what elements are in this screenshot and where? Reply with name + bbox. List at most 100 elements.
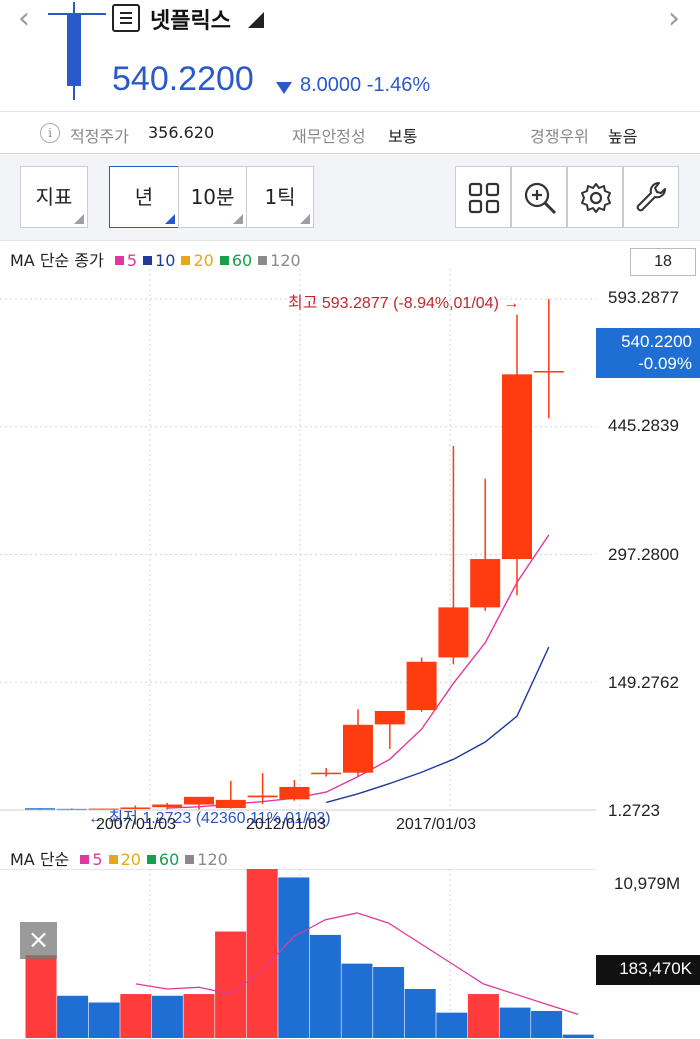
grid-icon [468,182,500,214]
layout-button[interactable] [455,166,511,228]
zoom-button[interactable] [511,166,567,228]
volume-bar [404,988,436,1038]
competitive-value: 높음 [608,127,638,146]
close-icon[interactable]: × [20,922,57,959]
candle-body [88,808,119,811]
volume-bar [183,994,215,1038]
info-bar: i 적정주가 356.620 재무안정성 보통 경쟁우위 높음 [0,112,700,154]
legend-label: 60 [231,251,253,270]
volume-bar [341,963,373,1038]
volume-bar [25,955,57,1038]
wrench-icon [636,182,666,212]
volume-bar [246,869,278,1038]
candle-body [502,374,532,560]
current-price-marker: 540.2200 -0.09% [596,328,700,378]
candle-body [438,607,469,658]
ma10-line [326,646,550,804]
change-amount: 8.0000 [300,74,362,96]
volume-bar [531,1010,563,1038]
candle-body [343,724,373,773]
legend-label: 5 [92,850,103,869]
volume-legend-prefix: MA 단순 [10,850,70,869]
stability-value: 보통 [388,127,418,146]
candle-body [374,710,405,725]
volume-bar [309,934,341,1038]
chevron-left-icon[interactable]: ‹ [18,1,30,36]
price-axis-label: 445.2839 [608,416,679,435]
volume-bar [215,931,247,1038]
legend-label: 5 [126,251,138,270]
volume-current-marker: 183,470K [596,955,700,985]
price-change: 8.0000 -1.46% [300,74,430,97]
candle-body [470,559,501,608]
fair-price-value: 356.620 [148,123,215,142]
period-10min-label: 10분 [190,185,235,209]
stock-name[interactable]: 넷플릭스 [150,9,231,34]
volume-bar [467,994,499,1038]
tools-button[interactable] [623,166,679,228]
fair-price-label: 적정주가 [70,127,129,146]
high-annotation: 최고 593.2877 (-8.94%,01/04) → [288,295,520,312]
settings-button[interactable] [567,166,623,228]
down-triangle-icon [276,82,292,94]
legend-swatch [143,256,153,265]
volume-bar [499,1007,531,1038]
price-axis-label: 1.2723 [608,801,660,820]
volume-bar [278,877,310,1038]
competitive-label: 경쟁우위 [530,127,589,146]
period-year-button[interactable]: 년 [109,166,179,228]
legend-swatch [108,855,118,864]
chevron-right-icon[interactable]: › [668,1,680,36]
period-10min-button[interactable]: 10분 [178,166,247,228]
legend-swatch [114,256,124,265]
volume-chart[interactable] [0,869,700,1039]
volume-bar [120,994,152,1038]
volume-ma-legend: MA 단순 5 20 60 120 [10,846,228,870]
legend-label: 10 [155,251,176,270]
info-icon[interactable]: i [40,123,60,143]
candle-body [120,807,151,809]
price-axis-label: 297.2800 [608,545,679,564]
price-axis-label: 593.2877 [608,288,679,307]
period-1tick-button[interactable]: 1틱 [246,166,314,228]
indicator-label: 지표 [35,185,73,209]
legend-label: 120 [270,251,301,270]
volume-bar [88,1002,120,1038]
mini-candle-icon [48,2,106,100]
date-axis-label: 2017/01/03 [396,816,477,833]
date-axis-label: 2012/01/03 [246,816,327,833]
volume-bar [57,995,89,1038]
candle-body [279,786,310,800]
low-annotation: ← 최저 1.2723 (42360.11%,01/03) [88,810,331,827]
stability-label: 재무안정성 [292,127,366,146]
period-year-label: 년 [134,185,154,209]
current-price-marker-value: 540.2200 [621,332,692,351]
period-1tick-label: 1틱 [264,185,296,209]
candle-count-input[interactable]: 18 [630,248,696,276]
legend-label: 20 [120,850,141,869]
legend-swatch [181,256,191,265]
legend-label: 120 [197,850,228,869]
legend-swatch [80,855,90,864]
candle-body [311,772,342,775]
candle-body [184,796,214,805]
price-axis-label: 149.2762 [608,673,679,692]
current-price: 540.2200 [112,60,254,98]
price-ma-legend: MA 단순 종가 5 10 20 60 120 [10,247,301,271]
price-legend-prefix: MA 단순 종가 [10,251,104,270]
candle-body [247,795,278,798]
gear-icon [581,183,611,213]
volume-bar [373,967,405,1038]
legend-label: 20 [193,251,214,270]
legend-label: 60 [158,850,180,869]
candle-body [406,661,437,711]
price-chart[interactable] [0,269,700,840]
candle-body [215,799,246,809]
list-icon[interactable] [112,4,140,32]
stock-header: ‹ › 넷플릭스 540.2200 8.0000 -1.46% [0,0,700,112]
chart-toolbar: 지표 년 10분 1틱 [0,155,700,241]
legend-swatch [146,855,156,864]
volume-bar [151,995,183,1038]
dropdown-caret-icon[interactable] [248,12,264,28]
indicator-button[interactable]: 지표 [20,166,88,228]
